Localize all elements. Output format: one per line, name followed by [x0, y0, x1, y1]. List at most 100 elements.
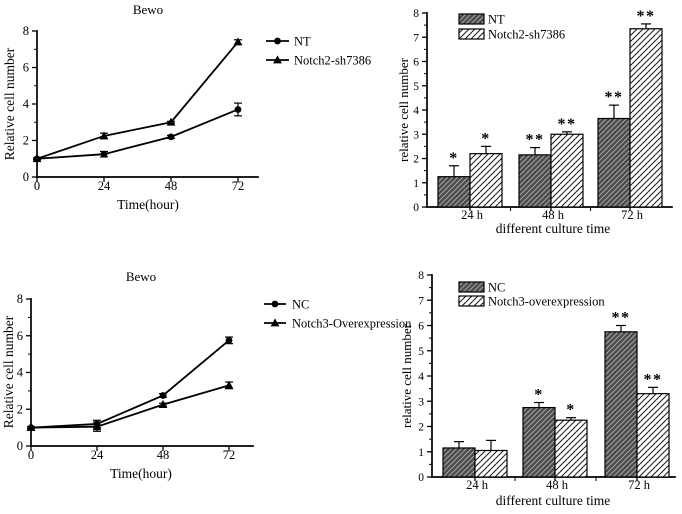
y-tick-label: 3 [418, 396, 424, 408]
bar-series0-group1 [522, 406, 556, 478]
category-label: 24 h [466, 478, 489, 492]
y-tick-label: 2 [17, 402, 23, 416]
y-tick-label: 7 [413, 32, 419, 44]
series-line-1 [36, 41, 239, 160]
y-tick-label: 4 [413, 105, 419, 117]
circle-marker [167, 133, 175, 141]
bar-series0-group2 [604, 331, 638, 478]
significance-stars: ** [612, 310, 631, 327]
bar-series1-group0 [469, 153, 503, 208]
legend-swatch [458, 295, 485, 307]
bar-series1-group2 [629, 28, 663, 208]
significance-stars: ** [644, 371, 663, 388]
y-axis-label: relative cell number [399, 323, 414, 428]
y-tick-label: 8 [418, 270, 424, 282]
bar-series1-group1 [554, 419, 588, 478]
bar-series1-group1 [550, 133, 584, 208]
panel-notch3-bar: 0 1 2 3 4 5 6 7 8 24 h 48 h 72 h different culture t… [399, 270, 676, 508]
x-tick-label: 48 [165, 179, 178, 193]
significance-stars: * [534, 387, 544, 404]
bar-series1-group0 [474, 449, 508, 478]
triangle-marker [270, 318, 280, 327]
legend-label: Notch3-overexpression [488, 295, 605, 309]
significance-stars: * [566, 402, 576, 419]
x-tick-label: 72 [232, 179, 245, 193]
y-tick-label: 0 [17, 439, 23, 453]
triangle-marker [26, 423, 36, 432]
panel-notch2-bar: 0 1 2 3 4 5 6 7 8 24 h 48 h 72 h different culture t… [396, 8, 673, 236]
y-axis-label: Relative cell number [2, 47, 17, 160]
y-tick-label: 5 [413, 81, 419, 93]
legend-label: Notch2-sh7386 [488, 28, 565, 42]
x-axis-label: Time(hour) [110, 466, 172, 481]
y-tick-label: 2 [418, 422, 424, 434]
bar-series0-group0 [442, 447, 476, 478]
triangle-marker [92, 422, 102, 431]
x-tick-label: 48 [157, 448, 170, 462]
bar-series0-group1 [518, 154, 552, 208]
y-tick-label: 0 [23, 170, 29, 184]
significance-stars: * [449, 150, 459, 167]
y-tick-label: 4 [418, 371, 424, 383]
y-tick-label: 0 [418, 472, 424, 484]
series-line-0 [36, 108, 239, 160]
circle-marker [159, 392, 167, 399]
y-tick-label: 8 [23, 24, 29, 38]
axes [30, 298, 254, 447]
legend-label: Notch3-Overexpression [292, 317, 412, 331]
significance-stars: ** [637, 8, 656, 25]
bar-series1-group2 [636, 393, 670, 478]
y-tick-label: 2 [413, 154, 419, 166]
y-tick-label: 6 [17, 329, 23, 343]
y-tick-label: 0 [413, 202, 419, 214]
legend-label: NC [488, 281, 505, 295]
y-tick-label: 1 [418, 447, 424, 459]
triangle-marker [273, 55, 282, 64]
series-line-0 [30, 339, 230, 429]
legend-swatch [458, 28, 485, 40]
chart-title: Bewo [133, 2, 163, 17]
legend-label: NT [488, 13, 505, 27]
y-tick-label: 3 [413, 129, 419, 141]
category-label: 24 h [461, 208, 484, 222]
x-axis-label: different culture time [496, 221, 610, 236]
category-label: 72 h [621, 208, 644, 222]
triangle-marker [233, 37, 243, 46]
bar-series0-group0 [437, 176, 471, 208]
category-label: 72 h [628, 478, 651, 492]
triangle-marker [99, 131, 109, 140]
circle-marker [234, 106, 242, 113]
triangle-marker [166, 117, 176, 126]
triangle-marker [32, 154, 42, 163]
y-tick-label: 2 [23, 134, 29, 148]
significance-stars: ** [526, 132, 545, 149]
bar-series0-group2 [597, 117, 631, 208]
legend-label: NT [294, 35, 311, 49]
chart-title: Bewo [126, 269, 156, 284]
y-tick-label: 8 [413, 8, 419, 20]
x-tick-label: 0 [34, 179, 40, 193]
x-tick-label: 0 [28, 448, 34, 462]
y-tick-label: 6 [418, 321, 424, 333]
significance-stars: ** [558, 116, 577, 133]
x-tick-label: 72 [223, 448, 236, 462]
circle-marker [274, 37, 281, 45]
circle-marker [100, 150, 108, 158]
category-label: 48 h [546, 478, 569, 492]
y-tick-label: 4 [17, 366, 24, 380]
legend-swatch [458, 13, 485, 25]
series-line-1 [30, 384, 230, 429]
y-axis-label: relative cell number [396, 57, 411, 162]
category-label: 48 h [542, 208, 565, 222]
y-tick-label: 5 [418, 346, 424, 358]
y-tick-label: 6 [413, 57, 419, 69]
x-tick-label: 24 [98, 179, 111, 193]
legend-label: Notch2-sh7386 [294, 54, 371, 68]
x-axis-label: different culture time [496, 493, 610, 508]
y-tick-label: 4 [23, 97, 30, 111]
y-tick-label: 7 [418, 295, 424, 307]
triangle-marker [158, 400, 168, 409]
circle-marker [225, 336, 233, 344]
